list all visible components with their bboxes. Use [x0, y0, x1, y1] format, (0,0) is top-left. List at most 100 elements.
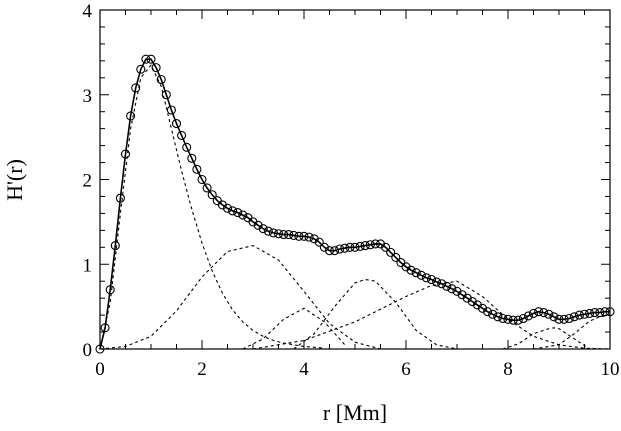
- data-point: [120, 149, 131, 159]
- data-point: [146, 54, 156, 64]
- data-point: [340, 243, 350, 253]
- data-point: [324, 246, 335, 256]
- data-point: [554, 314, 564, 324]
- data-point: [141, 54, 151, 64]
- data-point: [432, 277, 442, 287]
- data-point: [136, 64, 146, 74]
- x-tick-label: 8: [503, 359, 513, 380]
- y-tick-label: 0: [83, 340, 93, 361]
- data-point: [284, 230, 294, 240]
- data-point: [115, 193, 125, 203]
- data-point: [421, 273, 431, 283]
- data-point: [539, 308, 549, 318]
- data-point: [238, 210, 248, 220]
- y-tick-label: 1: [83, 255, 93, 276]
- fit-curve: [99, 58, 610, 350]
- data-point: [406, 265, 416, 275]
- data-point: [304, 232, 314, 242]
- markers-layer: [95, 54, 615, 354]
- data-point: [559, 314, 569, 324]
- data-point: [258, 224, 268, 234]
- data-point: [299, 231, 309, 241]
- component-curve-6: [252, 280, 611, 350]
- data-point: [222, 203, 233, 213]
- data-point: [171, 119, 182, 129]
- data-point: [100, 323, 110, 333]
- data-point: [595, 308, 605, 318]
- component-curve-3: [99, 245, 381, 350]
- data-point: [273, 229, 284, 239]
- x-tick-label: 10: [601, 359, 620, 380]
- data-point: [126, 111, 136, 121]
- x-tick-label: 4: [299, 359, 309, 380]
- data-point: [182, 142, 192, 152]
- data-point: [447, 284, 457, 294]
- x-tick-label: 6: [401, 359, 411, 380]
- data-point: [360, 241, 370, 251]
- ticks-layer: 0 2 4 6 8 10 0 1 2 3 4: [83, 1, 620, 380]
- data-point: [192, 164, 202, 174]
- component-curve-4: [242, 307, 346, 350]
- data-point: [177, 130, 187, 140]
- data-point: [605, 307, 615, 317]
- data-point: [534, 307, 544, 317]
- curves-layer: [99, 58, 611, 350]
- x-tick-label: 0: [95, 359, 105, 380]
- data-point: [197, 174, 207, 185]
- data-point: [513, 315, 523, 325]
- data-point: [202, 183, 212, 193]
- data-point: [411, 268, 421, 278]
- y-tick-label: 3: [83, 86, 93, 107]
- data-point: [350, 242, 360, 252]
- data-point: [437, 279, 447, 289]
- data-point: [528, 308, 539, 318]
- data-point: [564, 313, 574, 324]
- data-point: [268, 228, 278, 238]
- data-point: [508, 315, 518, 325]
- data-point: [345, 242, 355, 252]
- data-point: [569, 312, 579, 322]
- data-point: [381, 242, 391, 252]
- data-point: [416, 270, 426, 280]
- data-point: [330, 246, 340, 256]
- data-point: [488, 309, 498, 319]
- data-point: [370, 239, 380, 249]
- data-point: [518, 313, 528, 324]
- data-point: [110, 241, 120, 251]
- data-point: [314, 237, 324, 247]
- data-point: [600, 307, 610, 317]
- data-point: [391, 252, 401, 263]
- data-point: [335, 244, 345, 254]
- data-point: [365, 240, 375, 250]
- data-point: [585, 308, 595, 318]
- data-point: [131, 83, 141, 93]
- plot-frame: [99, 9, 611, 350]
- data-point: [156, 74, 166, 85]
- data-point: [161, 90, 171, 100]
- data-point: [355, 241, 365, 252]
- component-curve-5: [293, 278, 458, 350]
- x-axis-title: r [Mm]: [323, 400, 387, 425]
- data-point: [187, 153, 197, 163]
- data-point: [228, 206, 238, 216]
- y-tick-label: 2: [83, 171, 93, 192]
- data-point: [294, 231, 304, 241]
- data-point: [498, 313, 508, 324]
- data-point: [590, 308, 600, 318]
- data-point: [105, 285, 115, 295]
- data-point: [166, 105, 176, 115]
- data-point: [207, 190, 217, 200]
- data-point: [289, 230, 299, 240]
- data-point: [151, 63, 161, 73]
- y-tick-label: 4: [83, 1, 93, 22]
- data-point: [233, 208, 243, 218]
- data-point: [549, 312, 559, 322]
- data-point: [426, 274, 437, 285]
- data-point: [503, 314, 513, 324]
- data-point: [574, 310, 584, 320]
- data-point: [493, 312, 503, 322]
- data-point: [579, 309, 590, 319]
- data-point: [523, 311, 533, 321]
- x-tick-label: 2: [197, 359, 207, 380]
